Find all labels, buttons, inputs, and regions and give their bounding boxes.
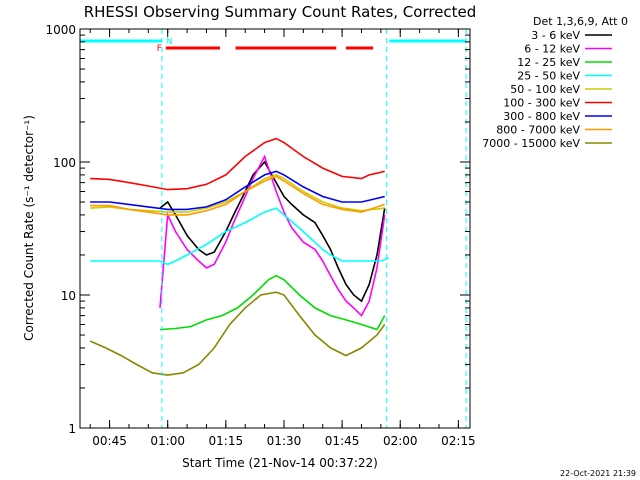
x-tick-label: 01:45 — [325, 434, 360, 448]
legend-label: 3 - 6 keV — [531, 29, 580, 42]
series-line-6 — [90, 137, 385, 191]
legend-label: 6 - 12 keV — [524, 43, 580, 56]
flag-label: N — [166, 37, 173, 47]
series-line-8 — [90, 175, 385, 216]
legend-label: 300 - 800 keV — [503, 110, 580, 123]
x-tick-label: 02:00 — [383, 434, 418, 448]
legend-label: 12 - 25 keV — [517, 56, 580, 69]
chart-title: RHESSI Observing Summary Count Rates, Co… — [84, 3, 477, 21]
y-tick-label: 1000 — [45, 23, 76, 37]
series-line-3 — [159, 274, 386, 331]
x-tick-label: 01:00 — [150, 434, 185, 448]
series-line-1 — [159, 160, 386, 303]
series-line-7 — [90, 170, 385, 211]
series-line-9 — [89, 291, 386, 376]
x-tick-label: 01:30 — [267, 434, 302, 448]
legend-label: 800 - 7000 keV — [496, 124, 580, 137]
plot-frame — [79, 28, 471, 429]
y-axis: 1 10 100 1000 — [45, 23, 470, 436]
y-tick-label: 10 — [61, 289, 76, 303]
flag-label: F — [157, 44, 162, 54]
legend-label: 7000 - 15000 keV — [482, 137, 580, 150]
date-stamp: 22-Oct-2021 21:39 — [560, 469, 636, 478]
series-line-4 — [90, 207, 389, 266]
legend-title: Det 1,3,6,9, Att 0 — [533, 15, 628, 28]
legend-label: 100 - 300 keV — [503, 97, 580, 110]
x-tick-label: 02:15 — [441, 434, 476, 448]
x-axis: 00:45 01:00 01:15 01:30 01:45 02:00 02:15 — [89, 29, 476, 448]
flag-bars: NF — [80, 37, 467, 54]
interval-lines — [161, 29, 467, 428]
y-tick-label: 100 — [53, 156, 76, 170]
y-tick-label: 1 — [68, 422, 76, 436]
series-layer — [89, 137, 389, 376]
x-tick-label: 01:15 — [209, 434, 244, 448]
legend-label: 25 - 50 keV — [517, 70, 580, 83]
x-axis-label: Start Time (21-Nov-14 00:37:22) — [182, 456, 378, 470]
x-tick-label: 00:45 — [92, 434, 127, 448]
legend-label: 50 - 100 keV — [510, 83, 580, 96]
y-axis-label: Corrected Count Rate (s⁻¹ detector⁻¹) — [22, 115, 36, 341]
series-line-2 — [159, 154, 386, 317]
